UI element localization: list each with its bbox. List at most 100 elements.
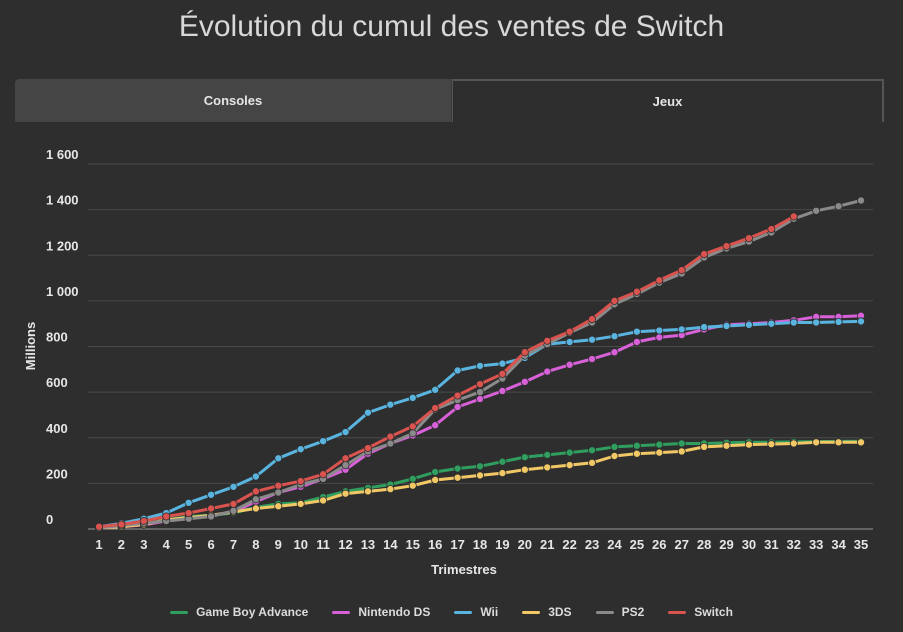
data-point-switch[interactable]: [475, 380, 484, 389]
data-point-switch[interactable]: [363, 444, 372, 453]
data-point-game-boy-advance[interactable]: [565, 448, 574, 457]
data-point-switch[interactable]: [655, 276, 664, 285]
data-point-3ds[interactable]: [296, 499, 305, 508]
data-point-ps2[interactable]: [408, 429, 417, 438]
data-point-3ds[interactable]: [274, 502, 283, 511]
data-point-3ds[interactable]: [722, 441, 731, 450]
data-point-3ds[interactable]: [767, 440, 776, 449]
data-point-switch[interactable]: [184, 509, 193, 518]
data-point-wii[interactable]: [475, 361, 484, 370]
data-point-switch[interactable]: [588, 315, 597, 324]
data-point-wii[interactable]: [588, 335, 597, 344]
data-point-wii[interactable]: [274, 454, 283, 463]
data-point-game-boy-advance[interactable]: [588, 446, 597, 455]
tab-jeux[interactable]: Jeux: [452, 79, 884, 122]
data-point-nintendo-ds[interactable]: [565, 360, 574, 369]
data-point-3ds[interactable]: [789, 439, 798, 448]
data-point-switch[interactable]: [117, 520, 126, 529]
data-point-game-boy-advance[interactable]: [498, 457, 507, 466]
data-point-switch[interactable]: [95, 522, 104, 531]
data-point-ps2[interactable]: [229, 506, 238, 515]
data-point-switch[interactable]: [565, 327, 574, 336]
data-point-switch[interactable]: [207, 504, 216, 513]
data-point-ps2[interactable]: [812, 206, 821, 215]
data-point-game-boy-advance[interactable]: [543, 450, 552, 459]
data-point-3ds[interactable]: [857, 438, 866, 447]
data-point-wii[interactable]: [229, 482, 238, 491]
data-point-3ds[interactable]: [475, 471, 484, 480]
data-point-wii[interactable]: [207, 490, 216, 499]
data-point-wii[interactable]: [363, 408, 372, 417]
data-point-3ds[interactable]: [588, 458, 597, 467]
data-point-game-boy-advance[interactable]: [520, 453, 529, 462]
data-point-wii[interactable]: [184, 498, 193, 507]
data-point-3ds[interactable]: [655, 448, 664, 457]
legend-item-game-boy-advance[interactable]: Game Boy Advance: [170, 605, 308, 619]
data-point-switch[interactable]: [722, 242, 731, 251]
data-point-nintendo-ds[interactable]: [588, 355, 597, 364]
data-point-nintendo-ds[interactable]: [655, 333, 664, 342]
data-point-3ds[interactable]: [520, 465, 529, 474]
data-point-wii[interactable]: [565, 337, 574, 346]
data-point-game-boy-advance[interactable]: [677, 439, 686, 448]
data-point-3ds[interactable]: [431, 475, 440, 484]
legend-item-switch[interactable]: Switch: [668, 605, 733, 619]
data-point-switch[interactable]: [498, 369, 507, 378]
data-point-nintendo-ds[interactable]: [431, 421, 440, 430]
data-point-3ds[interactable]: [632, 449, 641, 458]
data-point-3ds[interactable]: [834, 438, 843, 447]
tab-consoles[interactable]: Consoles: [15, 79, 451, 122]
data-point-3ds[interactable]: [408, 481, 417, 490]
data-point-wii[interactable]: [700, 323, 709, 332]
data-point-switch[interactable]: [319, 470, 328, 479]
data-point-switch[interactable]: [162, 512, 171, 521]
legend-item-3ds[interactable]: 3DS: [522, 605, 572, 619]
data-point-game-boy-advance[interactable]: [475, 462, 484, 471]
data-point-ps2[interactable]: [386, 439, 395, 448]
legend-item-nintendo-ds[interactable]: Nintendo DS: [332, 605, 430, 619]
data-point-ps2[interactable]: [251, 495, 260, 504]
data-point-wii[interactable]: [386, 400, 395, 409]
data-point-switch[interactable]: [431, 404, 440, 413]
data-point-switch[interactable]: [453, 391, 462, 400]
data-point-nintendo-ds[interactable]: [543, 367, 552, 376]
data-point-wii[interactable]: [341, 428, 350, 437]
data-point-switch[interactable]: [408, 422, 417, 431]
data-point-3ds[interactable]: [744, 440, 753, 449]
data-point-switch[interactable]: [543, 336, 552, 345]
data-point-3ds[interactable]: [251, 504, 260, 513]
data-point-3ds[interactable]: [319, 496, 328, 505]
data-point-ps2[interactable]: [341, 461, 350, 470]
data-point-game-boy-advance[interactable]: [431, 467, 440, 476]
data-point-wii[interactable]: [431, 385, 440, 394]
data-point-wii[interactable]: [857, 317, 866, 326]
data-point-nintendo-ds[interactable]: [498, 386, 507, 395]
data-point-ps2[interactable]: [834, 202, 843, 211]
data-point-nintendo-ds[interactable]: [632, 337, 641, 346]
data-point-switch[interactable]: [274, 481, 283, 490]
data-point-3ds[interactable]: [453, 473, 462, 482]
data-point-3ds[interactable]: [700, 442, 709, 451]
data-point-switch[interactable]: [520, 348, 529, 357]
data-point-wii[interactable]: [812, 318, 821, 327]
data-point-3ds[interactable]: [610, 451, 619, 460]
data-point-switch[interactable]: [341, 454, 350, 463]
data-point-wii[interactable]: [655, 326, 664, 335]
data-point-3ds[interactable]: [677, 447, 686, 456]
data-point-switch[interactable]: [610, 296, 619, 305]
data-point-switch[interactable]: [789, 212, 798, 221]
data-point-wii[interactable]: [296, 445, 305, 454]
data-point-game-boy-advance[interactable]: [408, 474, 417, 483]
data-point-ps2[interactable]: [207, 512, 216, 521]
data-point-nintendo-ds[interactable]: [520, 377, 529, 386]
legend-item-ps2[interactable]: PS2: [595, 605, 644, 619]
data-point-game-boy-advance[interactable]: [632, 441, 641, 450]
data-point-3ds[interactable]: [812, 438, 821, 447]
data-point-switch[interactable]: [386, 432, 395, 441]
data-point-wii[interactable]: [744, 320, 753, 329]
data-point-3ds[interactable]: [363, 487, 372, 496]
legend-item-wii[interactable]: Wii: [454, 605, 498, 619]
data-point-wii[interactable]: [319, 437, 328, 446]
data-point-3ds[interactable]: [341, 489, 350, 498]
data-point-wii[interactable]: [632, 327, 641, 336]
